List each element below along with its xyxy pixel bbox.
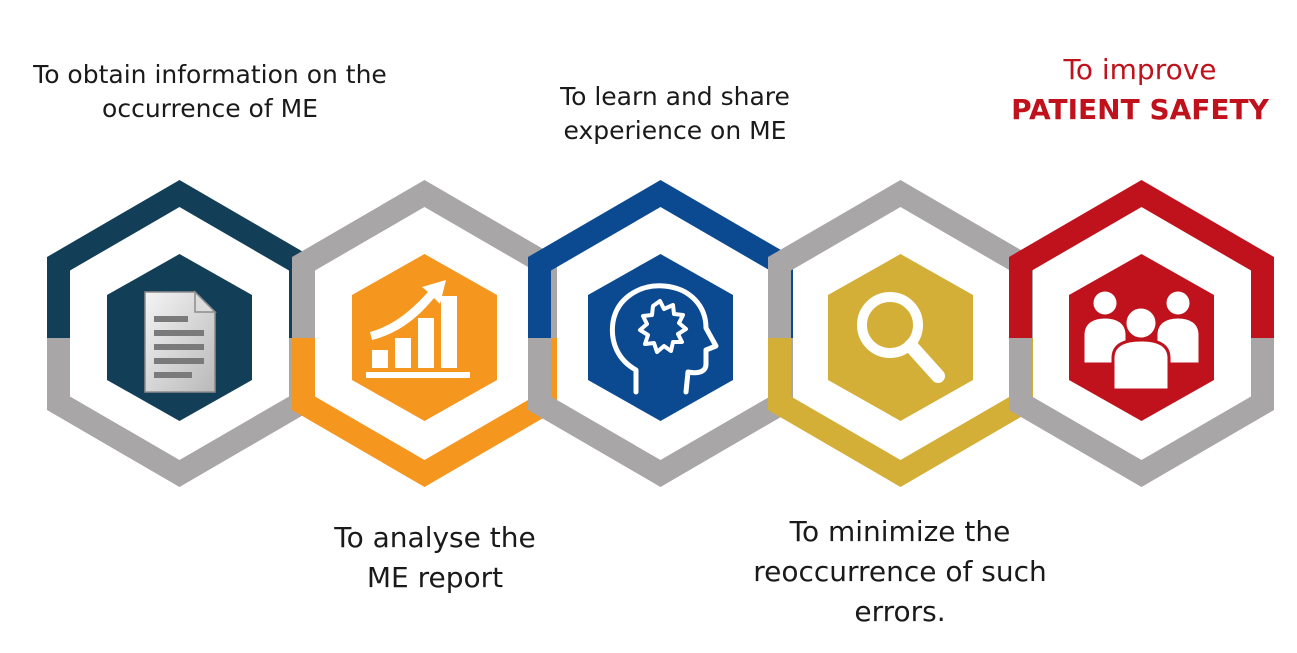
people-group-icon (1081, 288, 1202, 392)
step-1-hexagon (47, 180, 312, 487)
step-3-inner-hexagon (588, 254, 733, 421)
brain-head-icon (609, 283, 719, 395)
step-2-hexagon (292, 180, 557, 487)
growth-chart-icon (366, 280, 470, 378)
step-5-hexagon (1009, 180, 1274, 487)
step-3-hexagon (528, 180, 793, 487)
step-2-label: To analyse the ME report (334, 521, 536, 594)
step-4-label: To minimize the reoccurrence of such err… (753, 515, 1047, 628)
magnifier-icon (857, 292, 945, 383)
step-1-label: To obtain information on the occurrence … (33, 60, 387, 123)
step-4-inner-hexagon (828, 254, 973, 421)
step-5-label: To improve PATIENT SAFETY (1011, 53, 1269, 126)
step-3-label: To learn and share experience on ME (560, 82, 790, 145)
document-icon (144, 290, 217, 393)
step-4-hexagon (768, 180, 1033, 487)
